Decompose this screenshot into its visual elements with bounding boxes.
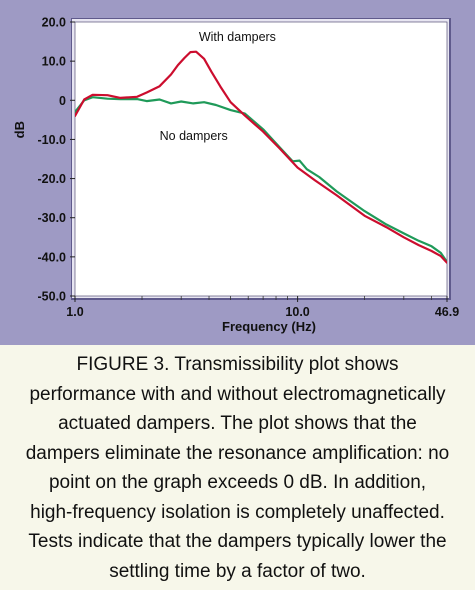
transmissibility-chart: 20.0 10.0 0 -10.0 -20.0 -30.0 -40.0 -50.01.0 10.… (12, 16, 460, 335)
series-with-dampers-line (75, 50, 447, 264)
y-tick-label: -30.0 (38, 211, 67, 225)
axes-group: 20.0 10.0 0 -10.0 -20.0 -30.0 -40.0 -50.01.0 10.… (38, 16, 460, 320)
y-tick-label: -20.0 (38, 172, 67, 186)
caption-line: actuated dampers. The plot shows that th… (58, 413, 417, 434)
figure-caption: FIGURE 3. Transmissibility plot shows pe… (0, 345, 475, 590)
caption-line: settling time by a factor of two. (109, 560, 366, 582)
x-tick-label: 1.0 (66, 305, 83, 319)
x-tick-label: 10.0 (285, 305, 309, 319)
series-group (75, 50, 447, 264)
x-tick-label: 46.9 (435, 305, 459, 319)
x-axis-label: Frequency (Hz) (222, 319, 316, 334)
caption-line: point on the graph exceeds 0 dB. In addi… (48, 472, 427, 493)
labels-group: Frequency (Hz) dB With dampers No dampers (12, 30, 316, 334)
y-tick-label: -40.0 (38, 250, 67, 264)
annotation-no-dampers: No dampers (160, 129, 228, 143)
caption-line: dampers eliminate the resonance amplific… (25, 442, 450, 464)
caption-line: FIGURE 3. Transmissibility plot shows (76, 354, 399, 375)
plot-area-group (71, 18, 451, 300)
caption-line: performance with and without electromagn… (29, 383, 446, 405)
y-tick-label: 0 (59, 94, 66, 108)
chart-panel: 20.0 10.0 0 -10.0 -20.0 -30.0 -40.0 -50.0 1.0 10.… (0, 0, 475, 345)
y-tick-label: 20.0 (42, 16, 66, 30)
y-tick-label: 10.0 (42, 55, 66, 69)
series-no-dampers-line (75, 96, 447, 263)
plot-area (74, 21, 448, 297)
annotation-with-dampers: With dampers (199, 30, 276, 44)
caption-line: Tests indicate that the dampers typicall… (28, 531, 447, 552)
y-axis-label: dB (12, 121, 27, 138)
caption-line: high-frequency isolation is completely u… (30, 501, 445, 523)
y-tick-label: -50.0 (38, 290, 67, 304)
y-tick-label: -10.0 (38, 133, 67, 147)
